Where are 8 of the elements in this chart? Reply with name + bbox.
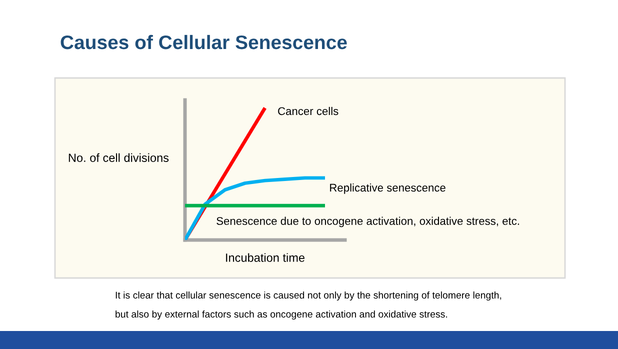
- x-axis-title: Incubation time: [226, 253, 305, 262]
- text: but also by external factors such as oncogene activation and oxidative stress.: [116, 310, 448, 320]
- text: It is clear that cellular senescence is caused not only by the shortening of telomere length,: [116, 291, 502, 301]
- chart-title: Causes of Cellular Senescence: [60, 34, 347, 50]
- series-label: Cancer cells: [278, 106, 338, 116]
- series-label: Senescence due to oncogene activation, oxidative stress, etc.: [216, 216, 519, 228]
- y-axis-title: No. of cell divisions: [68, 153, 169, 162]
- series-label: Replicative senescence: [330, 183, 446, 194]
